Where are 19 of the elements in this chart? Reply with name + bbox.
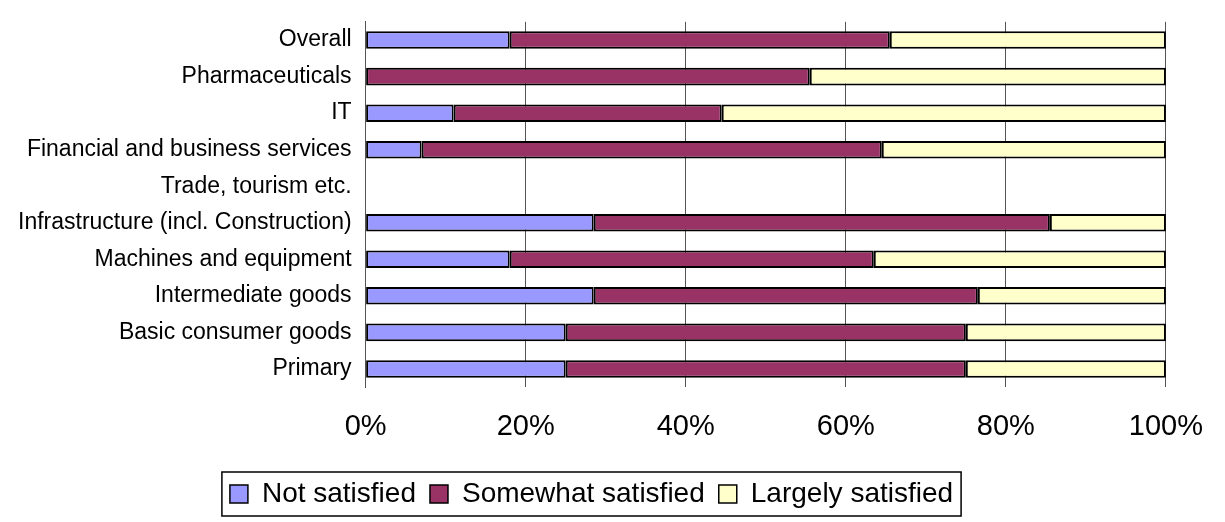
y-tick-label: Primary xyxy=(272,354,353,381)
x-tick-label: 0% xyxy=(344,408,387,441)
x-tick-label: 20% xyxy=(496,408,555,441)
y-tick-label: Basic consumer goods xyxy=(118,317,352,344)
x-tick-label: 80% xyxy=(976,408,1035,441)
legend-label: Not satisfied xyxy=(261,476,416,508)
y-tick-label: Infrastructure (incl. Construction) xyxy=(17,208,352,235)
y-tick-label: Financial and business services xyxy=(26,135,352,162)
y-tick-label: Pharmaceuticals xyxy=(181,61,352,88)
x-tick-label: 40% xyxy=(656,408,715,441)
y-tick-label: Overall xyxy=(278,25,352,52)
y-tick-label: IT xyxy=(331,98,352,125)
legend-label: Somewhat satisfied xyxy=(461,476,705,508)
x-tick-label: 100% xyxy=(1128,408,1203,441)
y-tick-label: Machines and equipment xyxy=(94,244,353,271)
x-tick-label: 60% xyxy=(816,408,875,441)
y-tick-label: Trade, tourism etc. xyxy=(160,171,352,198)
legend-label: Largely satisfied xyxy=(750,476,954,508)
y-tick-label: Intermediate goods xyxy=(154,281,352,308)
